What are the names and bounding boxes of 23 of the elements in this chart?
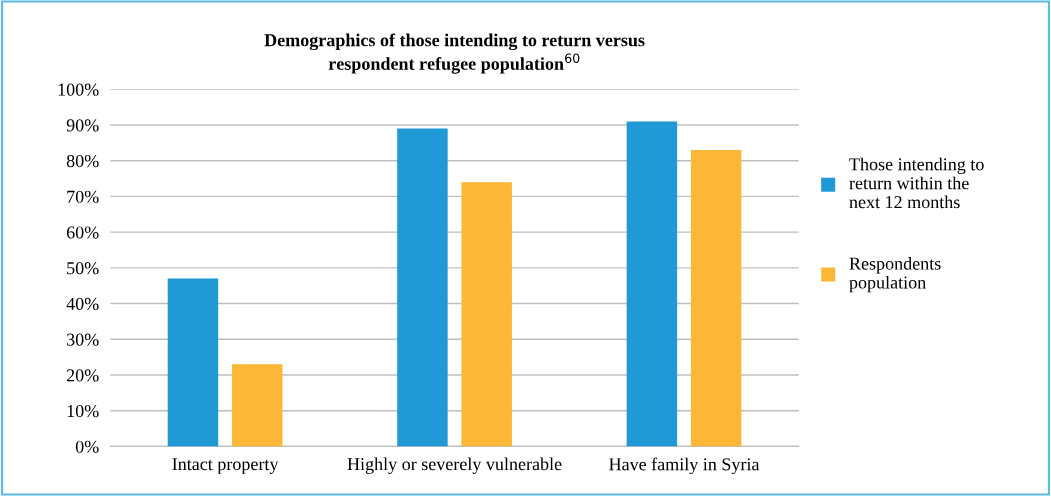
y-tick-label: 10% (67, 404, 99, 418)
x-tick-label: Highly or severely vulnerable (347, 457, 562, 474)
bar (626, 121, 678, 447)
x-tick-label: Intact property (172, 458, 279, 474)
y-tick-label: 70% (67, 190, 99, 203)
y-tick-label: 0% (75, 440, 99, 453)
bar (397, 128, 448, 447)
bar (167, 278, 219, 447)
bar (690, 149, 742, 447)
y-tick-label: 40% (66, 297, 99, 311)
bar (461, 182, 512, 447)
y-tick-label: 30% (67, 333, 99, 346)
y-tick-label: 80% (66, 154, 99, 168)
x-tick-label: Have family in Syria (609, 457, 760, 475)
y-tick-label: 60% (66, 226, 99, 239)
y-tick-label: 20% (66, 369, 99, 382)
chart-title: Demographics of those intending to return versus respondent refugee population$^{60}$ (264, 33, 645, 74)
y-tick-label: 100% (58, 83, 99, 96)
y-tick-label: 90% (66, 119, 99, 132)
bar (231, 364, 283, 447)
legend-label: Those intending to return within the next 12 months (849, 157, 984, 209)
y-tick-label: 50% (67, 262, 99, 275)
legend-label: Respondents population (849, 257, 941, 293)
